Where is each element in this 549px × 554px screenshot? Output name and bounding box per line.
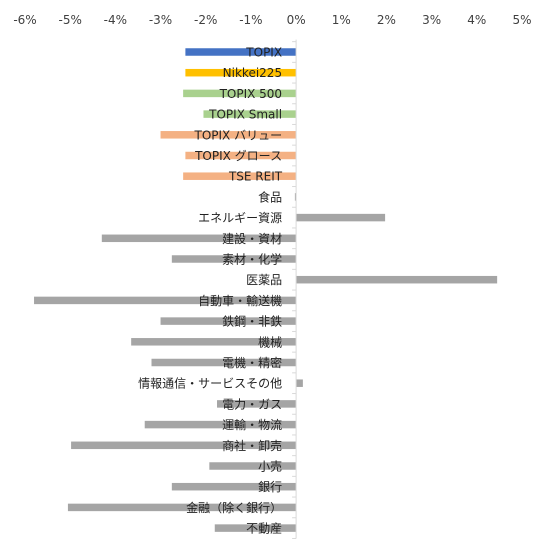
bar <box>296 379 303 387</box>
bar <box>131 338 297 346</box>
category-label: 建設・資材 <box>222 231 282 246</box>
category-label: 鉄鋼・非鉄 <box>222 314 282 329</box>
x-tick-label: -2% <box>194 13 217 27</box>
bar <box>185 48 297 56</box>
category-label: 自動車・輸送機 <box>198 293 282 308</box>
x-tick-label: -3% <box>149 13 172 27</box>
category-label: TOPIX <box>245 46 282 60</box>
category-label: 小売 <box>258 459 282 474</box>
bar <box>67 503 297 512</box>
bar <box>296 213 386 222</box>
x-tick-labels: -6% -5% -4% -3% -2% -1% 0% 1% 2% 3% 4% 5% <box>13 13 531 27</box>
category-label: 不動産 <box>246 521 282 536</box>
bar <box>217 400 297 408</box>
category-label: 情報通信・サービスその他 <box>138 377 282 391</box>
bar <box>185 68 297 77</box>
category-label: 医薬品 <box>246 273 282 287</box>
bar <box>34 296 297 305</box>
bar <box>151 358 297 367</box>
x-tick-label: 1% <box>332 13 351 27</box>
category-label: 素材・化学 <box>222 252 282 267</box>
bar <box>185 151 297 160</box>
x-tick-label: 0% <box>287 13 306 27</box>
x-tick-label: 4% <box>467 13 486 27</box>
category-label: 銀行 <box>258 480 282 494</box>
x-tick-label: -1% <box>239 13 262 27</box>
bar <box>171 482 297 491</box>
category-label: 食品 <box>258 189 282 204</box>
category-label: TSE REIT <box>228 170 283 184</box>
bar <box>209 462 297 470</box>
x-tick-label: 2% <box>377 13 396 27</box>
category-label: TOPIX バリュー <box>193 128 282 142</box>
category-label: 金融（除く銀行） <box>186 500 282 515</box>
x-tick-label: 3% <box>422 13 441 27</box>
bars-layer <box>34 48 498 532</box>
bar <box>203 110 297 118</box>
category-labels: TOPIX Nikkei225 TOPIX 500 TOPIX Small TOPIX … <box>138 46 283 536</box>
x-tick-label: -6% <box>13 13 36 27</box>
category-label: TOPIX Small <box>208 108 282 122</box>
category-label: TOPIX 500 <box>219 87 283 101</box>
bar <box>183 172 297 180</box>
category-label: エネルギー資源 <box>198 211 282 225</box>
category-label: 電機・精密 <box>222 355 282 370</box>
category-label: 運輸・物流 <box>222 417 282 432</box>
category-label: 商社・卸売 <box>222 438 282 453</box>
axis-layer <box>292 39 297 539</box>
x-tick-label: 5% <box>512 13 531 27</box>
bar <box>160 317 297 325</box>
category-label: Nikkei225 <box>223 66 282 80</box>
bar <box>294 193 297 201</box>
category-label: 機械 <box>258 334 282 349</box>
bar <box>296 275 498 284</box>
bar <box>160 131 297 139</box>
bar <box>71 441 297 450</box>
x-tick-label: -4% <box>104 13 127 27</box>
category-label: TOPIX グロース <box>194 149 282 163</box>
x-tick-label: -5% <box>58 13 81 27</box>
bar <box>214 524 297 532</box>
bar <box>171 255 297 263</box>
category-label: 電力・ガス <box>222 397 282 411</box>
bar <box>144 420 297 429</box>
bar <box>101 234 297 243</box>
bar <box>183 89 297 98</box>
